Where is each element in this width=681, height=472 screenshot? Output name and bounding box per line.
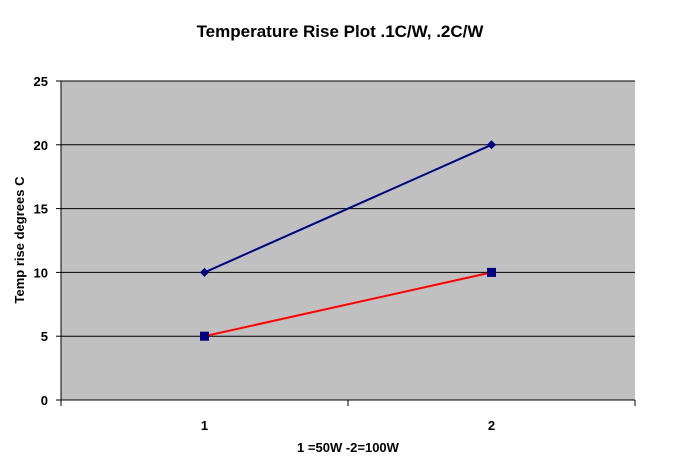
series-1-point-2	[487, 140, 496, 150]
y-tick-label-0: 0	[41, 393, 48, 408]
series-2-point-1	[200, 331, 209, 341]
y-tick-label-5: 5	[41, 329, 48, 344]
x-tick-label-2: 2	[488, 418, 495, 433]
y-tick-label-25: 25	[34, 74, 48, 89]
series-1-line	[204, 143, 492, 274]
y-tick-label-15: 15	[34, 202, 48, 217]
y-axis-label: Temp rise degrees C	[12, 176, 27, 304]
series-layer	[200, 140, 496, 341]
x-tick-label-1: 1	[201, 418, 208, 433]
chart-title: Temperature Rise Plot .1C/W, .2C/W	[197, 22, 485, 41]
x-axis-label: 1 =50W -2=100W	[297, 440, 400, 455]
y-tick-label-20: 20	[34, 138, 48, 153]
axes: 0 5 10 15 20 25 1 2	[34, 74, 636, 433]
series-1-point-1	[200, 267, 209, 277]
y-tick-label-10: 10	[34, 265, 48, 280]
series-2-point-2	[487, 267, 496, 277]
plot-area	[61, 81, 635, 400]
series-2-line	[204, 271, 492, 338]
